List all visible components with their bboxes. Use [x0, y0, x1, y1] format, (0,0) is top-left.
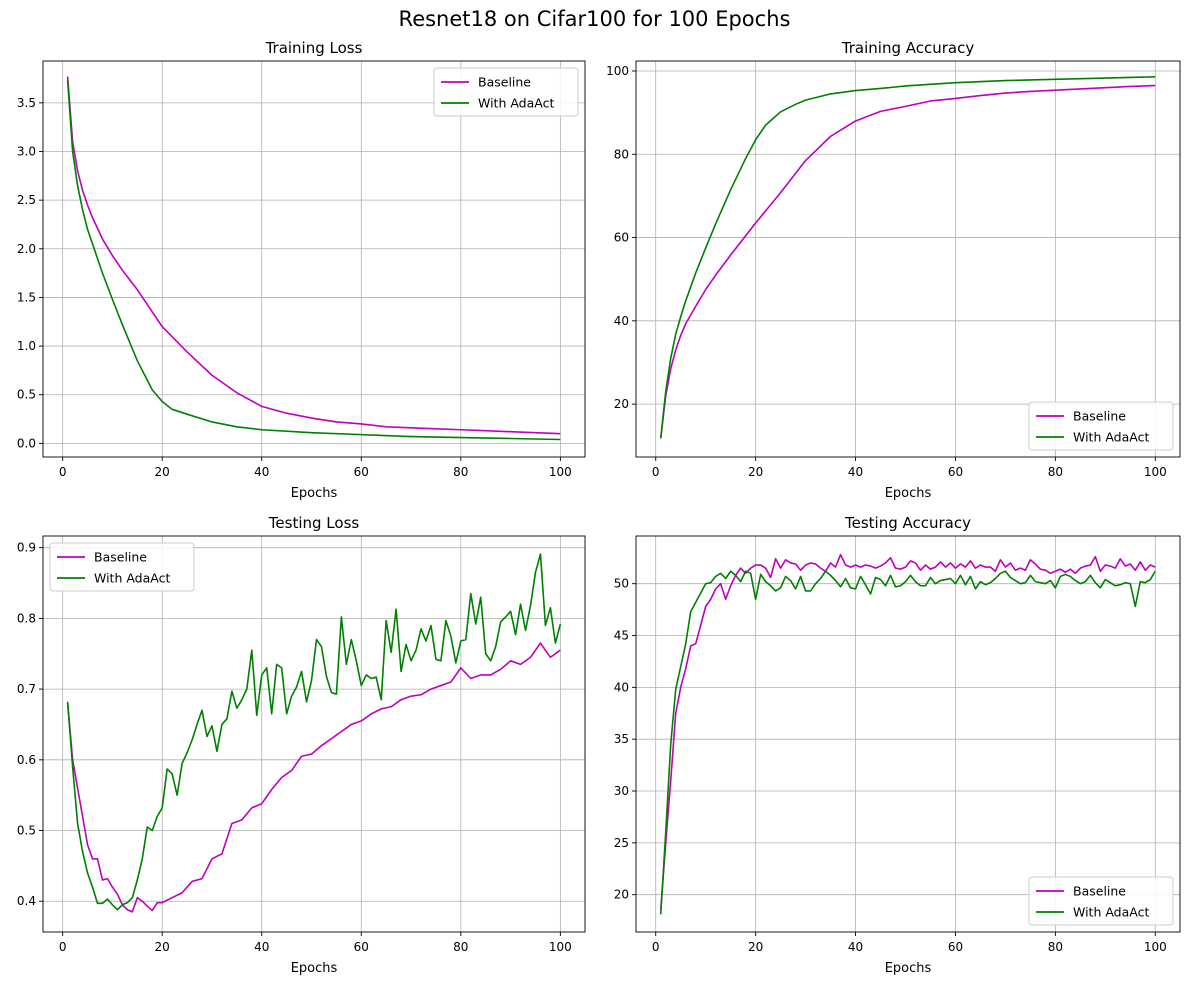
y-tick-label: 20: [614, 888, 629, 902]
x-tick-label: 40: [848, 465, 863, 479]
axes-frame: [42, 535, 586, 933]
x-tick-label: 100: [549, 465, 572, 479]
legend: Baseline With AdaAct: [1028, 401, 1174, 451]
x-tick-label: 20: [155, 465, 170, 479]
subplot: 0 20 40 60 80 100 0.0 0.5 1.0 1.5 2.0 2.5 3.0 3.5 Trai…: [17, 39, 586, 501]
subplot-title: Testing Loss: [268, 514, 360, 532]
y-tick-label: 1.5: [17, 290, 36, 304]
y-tick-label: 2.5: [17, 193, 36, 207]
legend: Baseline With AdaAct: [49, 542, 195, 592]
legend: Baseline With AdaAct: [433, 67, 579, 117]
x-tick-label: 20: [748, 465, 763, 479]
y-tick-label: 35: [614, 732, 629, 746]
x-axis-label: Epochs: [291, 961, 338, 976]
legend-label-adaact: With AdaAct: [478, 96, 554, 111]
x-tick-label: 40: [848, 940, 863, 954]
y-tick-label: 2.0: [17, 242, 36, 256]
y-tick-label: 3.5: [17, 96, 36, 110]
x-tick-label: 60: [354, 465, 369, 479]
y-tick-label: 0.8: [17, 611, 36, 625]
series-line-adaact: [659, 76, 1156, 439]
y-tick-label: 80: [614, 147, 629, 161]
y-tick-label: 40: [614, 680, 629, 694]
legend-box: [1028, 401, 1174, 451]
x-tick-label: 60: [354, 940, 369, 954]
x-tick-label: 80: [1048, 465, 1063, 479]
series-line-baseline: [659, 553, 1156, 911]
legend-label-adaact: With AdaAct: [1073, 905, 1149, 920]
x-axis-label: Epochs: [885, 486, 932, 501]
legend-box: [1028, 876, 1174, 926]
series-line-baseline: [66, 76, 561, 435]
legend-label-adaact: With AdaAct: [1073, 430, 1149, 445]
x-tick-label: 100: [549, 940, 572, 954]
y-tick-label: 20: [614, 397, 629, 411]
y-tick-label: 1.0: [17, 339, 36, 353]
legend-label-baseline: Baseline: [478, 75, 531, 90]
subplot: 0 20 40 60 80 100 0.4 0.5 0.6 0.7 0.8 0.9 Testing Lo…: [17, 514, 586, 976]
y-tick-label: 0.5: [17, 388, 36, 402]
axes-frame: [635, 60, 1181, 458]
legend-label-baseline: Baseline: [1073, 409, 1126, 424]
y-tick-label: 0.9: [17, 541, 36, 555]
y-tick-label: 0.0: [17, 436, 36, 450]
subplot-title: Training Accuracy: [841, 39, 975, 57]
y-tick-label: 0.5: [17, 824, 36, 838]
x-tick-label: 0: [59, 465, 67, 479]
x-axis-label: Epochs: [885, 961, 932, 976]
x-tick-label: 0: [652, 940, 660, 954]
x-tick-label: 100: [1144, 940, 1167, 954]
x-axis-label: Epochs: [291, 486, 338, 501]
x-tick-label: 80: [1048, 940, 1063, 954]
legend: Baseline With AdaAct: [1028, 876, 1174, 926]
x-tick-label: 100: [1144, 465, 1167, 479]
axes-frame: [635, 535, 1181, 933]
y-tick-label: 60: [614, 231, 629, 245]
figure-title: Resnet18 on Cifar100 for 100 Epochs: [398, 7, 791, 31]
x-tick-label: 80: [453, 940, 468, 954]
x-tick-label: 40: [254, 465, 269, 479]
x-tick-label: 20: [155, 940, 170, 954]
x-tick-label: 0: [652, 465, 660, 479]
y-tick-label: 0.7: [17, 682, 36, 696]
subplot-title: Testing Accuracy: [844, 514, 971, 532]
y-tick-label: 25: [614, 836, 629, 850]
y-tick-label: 50: [614, 577, 629, 591]
y-tick-label: 40: [614, 314, 629, 328]
series-line-baseline: [66, 642, 561, 913]
y-tick-label: 100: [606, 64, 629, 78]
legend-box: [433, 67, 579, 117]
legend-box: [49, 542, 195, 592]
series-line-adaact: [66, 80, 561, 441]
y-tick-label: 45: [614, 629, 629, 643]
axes-frame: [42, 60, 586, 458]
legend-label-adaact: With AdaAct: [94, 571, 170, 586]
x-tick-label: 0: [59, 940, 67, 954]
x-tick-label: 60: [948, 940, 963, 954]
subplot: 0 20 40 60 80 100 20 25 30 35 40 45 50 Testing Accura…: [614, 514, 1181, 976]
y-tick-label: 0.4: [17, 894, 36, 908]
y-tick-label: 0.6: [17, 753, 36, 767]
series-line-baseline: [659, 84, 1156, 439]
x-tick-label: 20: [748, 940, 763, 954]
x-tick-label: 60: [948, 465, 963, 479]
legend-label-baseline: Baseline: [94, 550, 147, 565]
series-line-adaact: [66, 553, 562, 911]
subplot: 0 20 40 60 80 100 20 40 60 80 100 Training Accuracy…: [606, 39, 1181, 501]
subplot-title: Training Loss: [265, 39, 363, 57]
x-tick-label: 40: [254, 940, 269, 954]
x-tick-label: 80: [453, 465, 468, 479]
y-tick-label: 3.0: [17, 144, 36, 158]
series-line-adaact: [659, 570, 1156, 915]
legend-label-baseline: Baseline: [1073, 884, 1126, 899]
y-tick-label: 30: [614, 784, 629, 798]
